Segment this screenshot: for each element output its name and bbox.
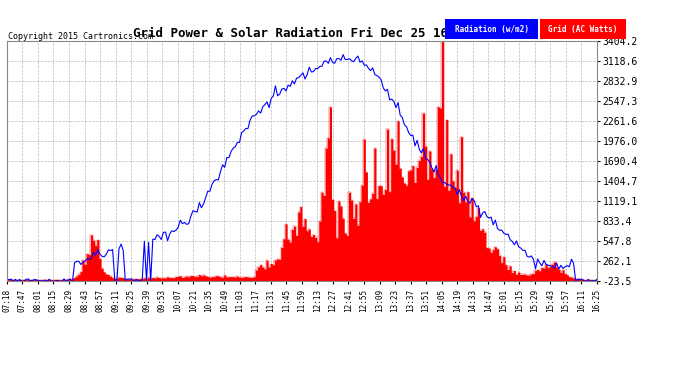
Text: Grid (AC Watts): Grid (AC Watts) xyxy=(548,25,618,34)
Text: Copyright 2015 Cartronics.com: Copyright 2015 Cartronics.com xyxy=(8,32,153,41)
Title: Grid Power & Solar Radiation Fri Dec 25 16:25: Grid Power & Solar Radiation Fri Dec 25 … xyxy=(133,27,471,40)
Text: Radiation (w/m2): Radiation (w/m2) xyxy=(455,25,529,34)
